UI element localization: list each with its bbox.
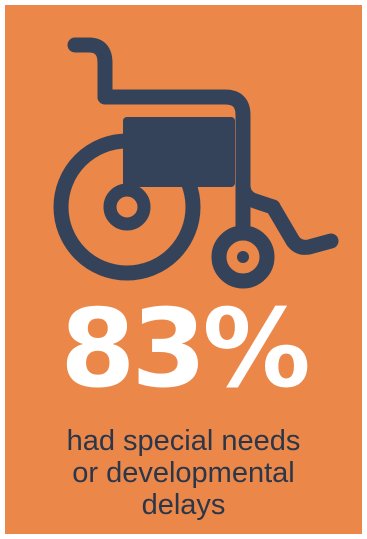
wheelchair-icon <box>53 37 339 289</box>
caption-line: delays <box>141 489 226 521</box>
caption-line: had special needs <box>66 425 301 457</box>
infographic-card: 83% had special needs or developmental d… <box>5 5 362 534</box>
stat-caption: had special needs or developmental delay… <box>5 425 362 521</box>
stat-value: 83% <box>60 287 311 412</box>
caption-line: or developmental <box>72 457 295 489</box>
